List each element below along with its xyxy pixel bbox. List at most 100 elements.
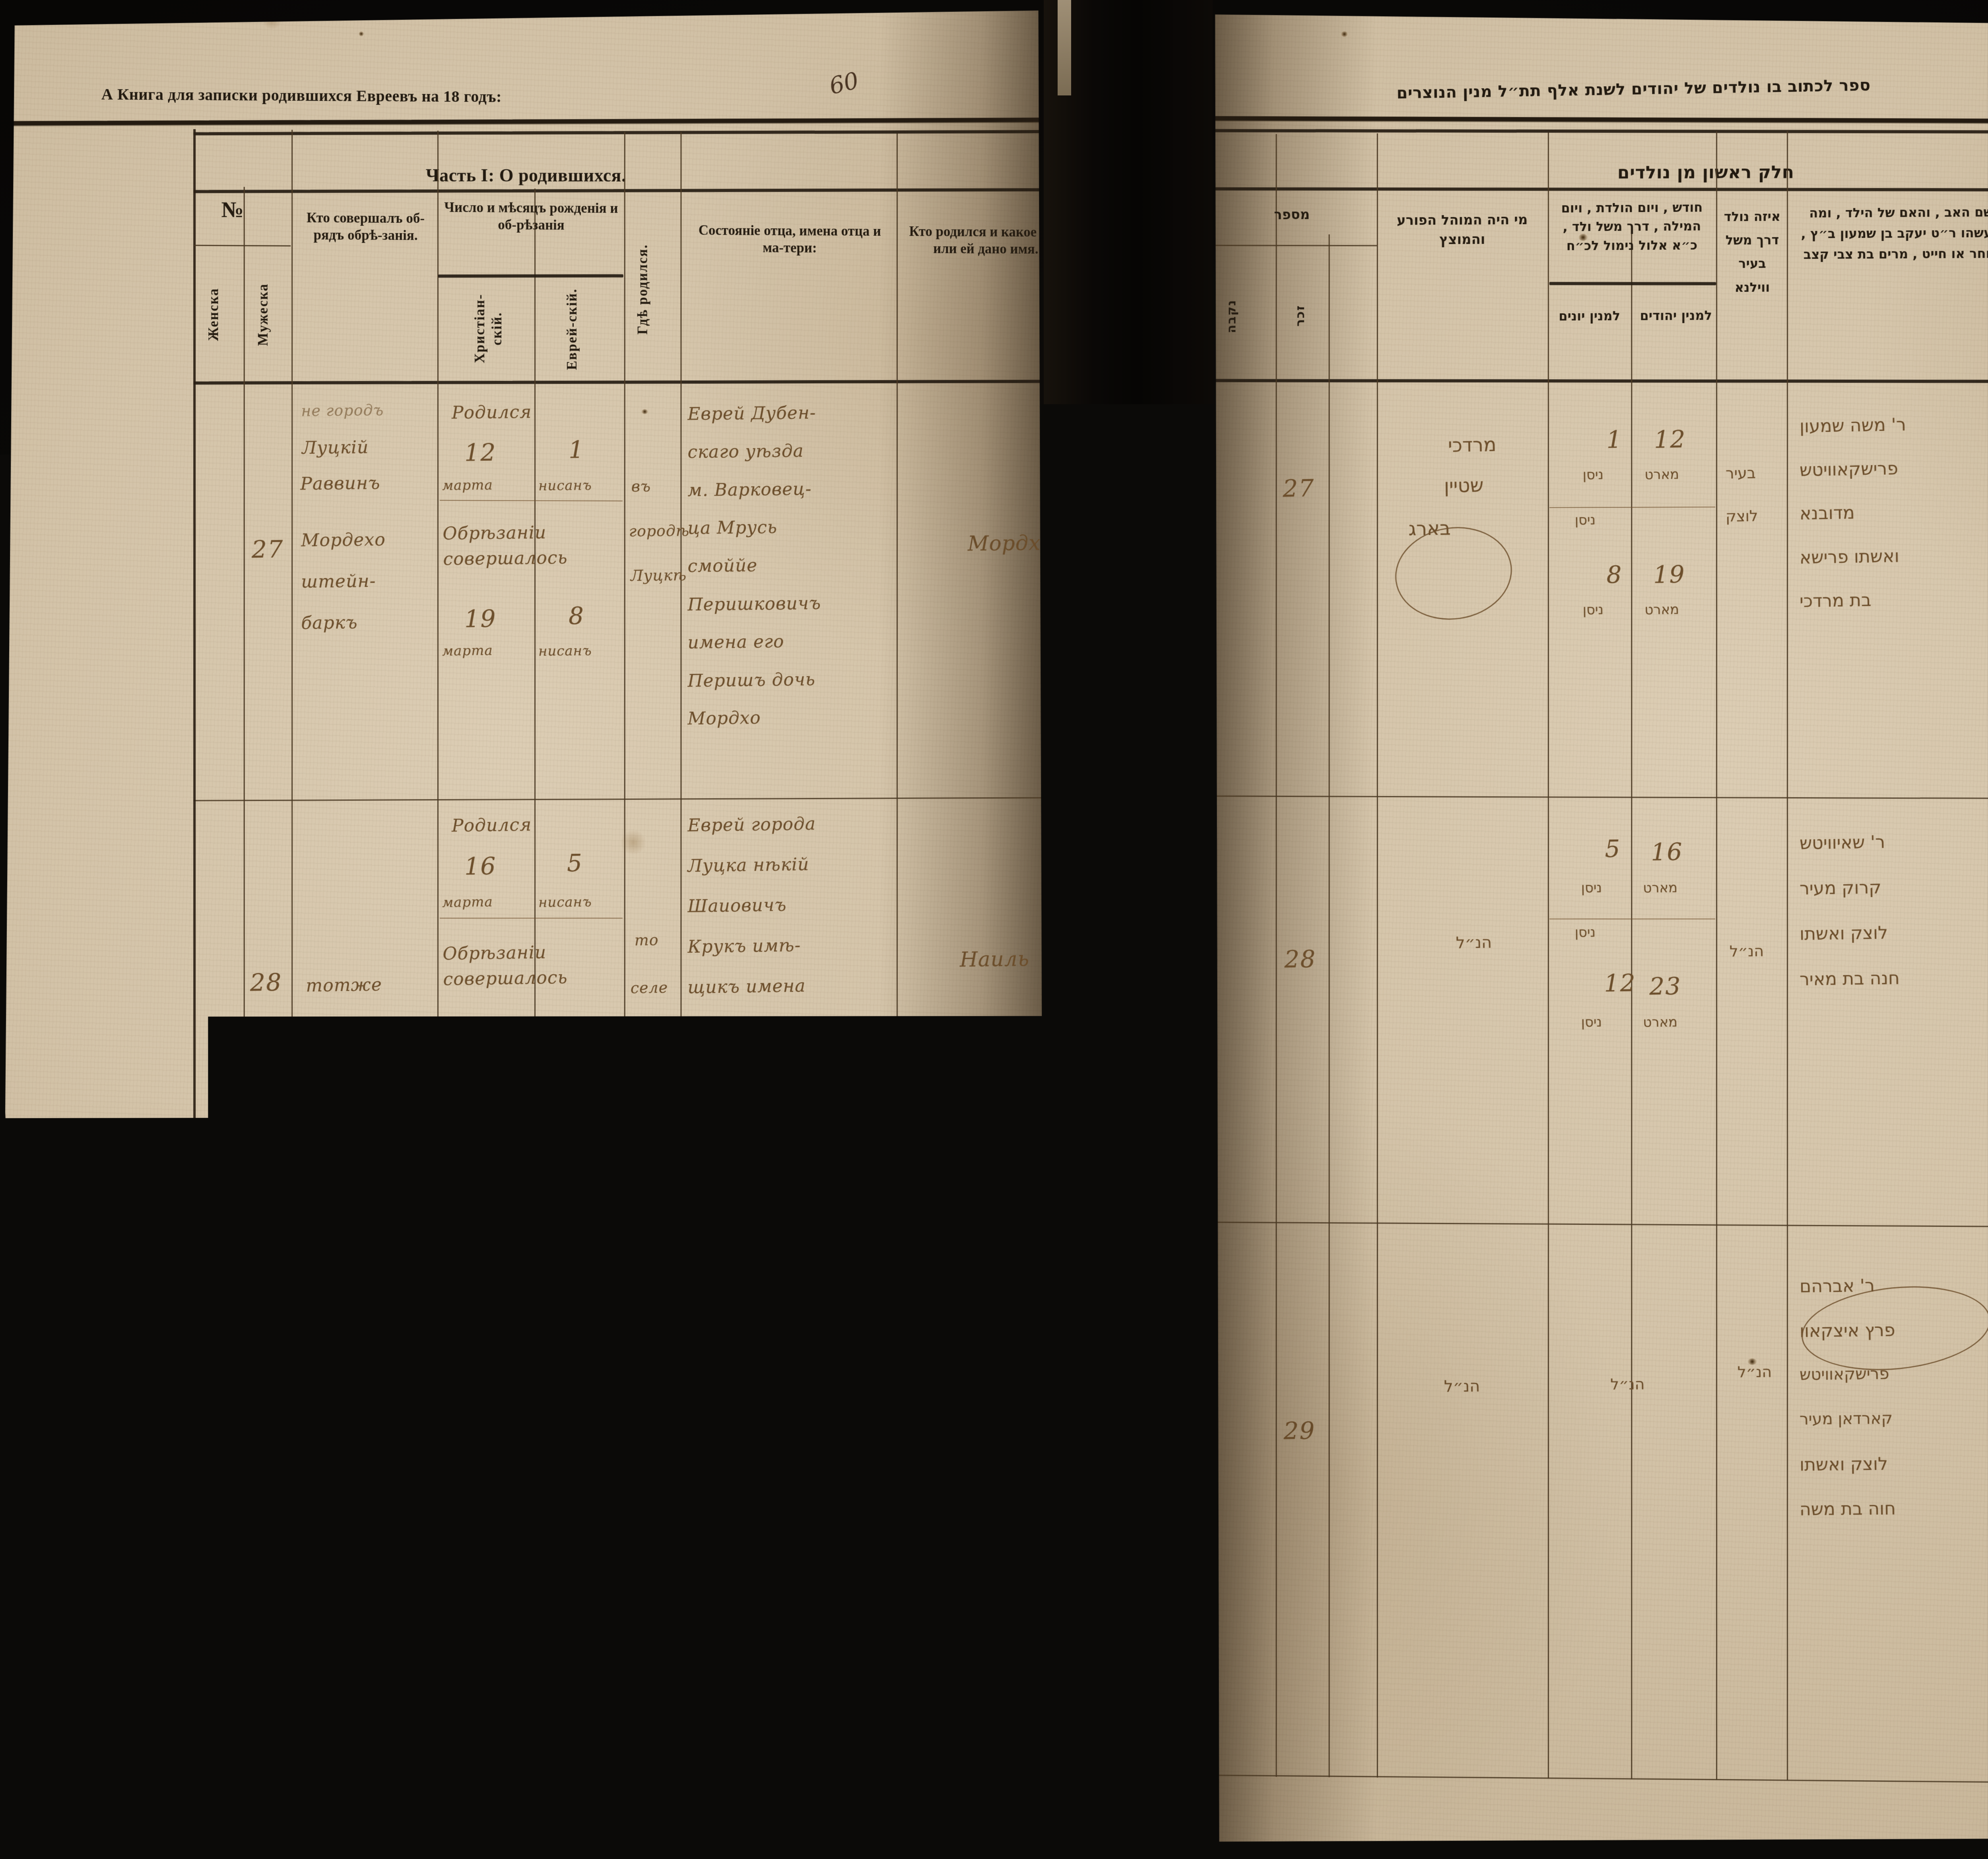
circ-day-jewish: 12 — [1604, 967, 1636, 1000]
father-line: его Яна дочь — [687, 1014, 811, 1040]
circ-day-greek: 19 — [1653, 558, 1685, 592]
father-line: Еврей города — [687, 812, 816, 838]
circ-month-jewish: нисанъ — [538, 1065, 592, 1085]
header-officiant: Кто совершалъ об-рядъ обрѣ-занія. — [302, 210, 429, 244]
scanned-ledger-spread: А Книга для записки родившихся Евреевъ н… — [0, 0, 1988, 1859]
birth-month-jewish: нисанъ — [538, 893, 592, 912]
parents-line: קארדאן מעיר — [1800, 1408, 1893, 1431]
circ-day-christian: 23 — [462, 1025, 495, 1059]
parents-line: פרישקאוויטש — [1800, 457, 1899, 483]
circ-month-christian: марта — [442, 1065, 493, 1085]
circ-month-jewish: нисанъ — [538, 641, 592, 660]
header-female: נקבה — [1223, 262, 1266, 370]
table-row: 27 не городъ Луцкiй Раввинъ Мордехо штей… — [5, 0, 1044, 7]
foxing-stain — [261, 11, 283, 29]
birthplace-line: въ — [631, 476, 651, 497]
header-jewish-count: למנין יהודים — [1639, 306, 1713, 325]
mohel-line: הנ״ל — [1444, 1375, 1480, 1398]
col-rule-officiant-dates — [437, 131, 439, 1782]
circ-month-greek: מארט — [1643, 1013, 1678, 1032]
circ-day-jewish: 12 — [565, 1022, 597, 1055]
father-line: Меера — [687, 1055, 750, 1080]
row-female-number: 29 — [212, 1443, 244, 1477]
father-line: Еврей города — [685, 1253, 813, 1280]
birth-day-jewish: 5 — [1605, 833, 1621, 866]
right-page-leaf: ספר לכתוב בו נולדים של יהודים לשנת אלף ת… — [1211, 0, 1988, 1856]
father-line: Еврей Дубен- — [687, 401, 816, 427]
header-mohel: מי היה המוהל הפורע והמוצץ — [1383, 210, 1541, 251]
father-line: Пейрельсновъ — [685, 1590, 810, 1614]
birth-day-greek: 16 — [1651, 836, 1683, 869]
circ-day-jewish: 8 — [1606, 558, 1623, 591]
father-line: Перишковичъ — [685, 1379, 819, 1406]
circ-month-jewish: ניסן — [1581, 1013, 1602, 1032]
table-row: 29 тотже Еврей города Луцка Абрамъ Пейре… — [5, 0, 1044, 7]
header-number: מספר — [1207, 205, 1377, 225]
ink-speck — [1579, 234, 1588, 241]
row-divider-1 — [1203, 796, 1988, 800]
parents-line: קרוק מעיר — [1800, 876, 1881, 901]
col-rule-mohel-dates — [1548, 132, 1549, 1779]
officiant-line: баркъ — [301, 611, 358, 635]
birthplace-line: то — [634, 930, 659, 951]
birth-day-christian: 12 — [464, 436, 497, 470]
spine-strip — [1058, 0, 1071, 95]
child-name-value: Наиль — [959, 945, 1029, 975]
ink-speck — [1011, 1164, 1019, 1169]
col-rule-birthplace-father — [680, 132, 681, 1780]
row-male-number: 28 — [250, 966, 282, 1000]
col-rule-no-officiant — [291, 130, 293, 1783]
circumcision-label: Обрѣзаніи совершалось — [443, 939, 622, 992]
col-rule-female-male — [244, 187, 245, 1783]
mohel-line: הנ״ל — [1456, 932, 1492, 954]
birth-month-christian: марта — [442, 476, 493, 495]
foxing-stain — [619, 830, 647, 854]
father-line: швиникетъ — [685, 1506, 798, 1532]
officiant-strike-note: не городъ — [301, 400, 384, 422]
parents-line: לוצק ואשתו — [1800, 1452, 1888, 1477]
left-page-leaf: А Книга для записки родившихся Евреевъ н… — [5, 0, 1044, 1854]
birth-month-greek: מארט — [1644, 465, 1679, 484]
father-line: ца Мрусь — [687, 515, 777, 540]
father-line: Луцка нѣкiй — [687, 853, 810, 878]
officiant-line-struck: тотже — [309, 1431, 405, 1458]
header-female: Женска — [205, 255, 241, 373]
ink-speck — [1748, 1358, 1757, 1365]
date-group-underline — [1549, 507, 1715, 508]
header-birthplace: איזה נולד דרך משל בעיר ווילנא — [1720, 205, 1784, 299]
birthplace-line: городѣ — [629, 520, 689, 542]
header-birthplace: Гдѣ родился. — [635, 206, 678, 373]
birth-day-jewish: 5 — [567, 847, 583, 880]
number-subhead-rule — [194, 245, 291, 247]
birth-month-christian: марта — [442, 893, 493, 912]
father-line: имена его — [685, 1464, 782, 1490]
header-christian-date: Христіан-скій. — [472, 281, 515, 376]
right-page-body: ספר לכתוב בו נולדים של יהודים לשנת אלף ת… — [1211, 0, 1988, 1856]
birth-day-greek: 12 — [1654, 423, 1686, 456]
father-line: щикъ имена — [687, 974, 806, 1000]
parents-line: ר' משה שמעון — [1800, 413, 1906, 439]
parents-line: ר' שאיוויטש — [1800, 830, 1885, 856]
father-line: смоййе — [687, 554, 758, 579]
birth-day-christian: 16 — [464, 850, 497, 883]
row-number: 27 — [1283, 472, 1315, 505]
birth-month-greek: מארט — [1643, 878, 1678, 897]
dates-subhead-rule — [1549, 282, 1716, 285]
father-line: Луцка Абрамъ — [685, 1295, 825, 1322]
col-rule-birthplace-parents — [1787, 131, 1788, 1780]
table-head-bottom-border — [1203, 379, 1988, 383]
birth-month-jewish: ניסן — [1581, 879, 1602, 898]
circ-label-jewish: ניסן — [1574, 923, 1596, 942]
circ-day-greek: 23 — [1649, 970, 1681, 1003]
parents-line: חוה בת משה — [1800, 1497, 1896, 1522]
officiant-line: штейн- — [301, 569, 376, 594]
header-greek-count: למנין יונים — [1552, 307, 1627, 325]
father-line: Шаиовичъ — [687, 893, 787, 919]
table-head-top-border — [1203, 187, 1988, 192]
header-dates-group: חודש , ויום הולדת , ויום המילה , דרך משל… — [1552, 198, 1712, 255]
row-number: 28 — [1284, 943, 1316, 976]
number-col-symbol: № — [221, 197, 244, 223]
number-subhead-rule — [1206, 245, 1377, 247]
book-spine — [1044, 0, 1213, 1859]
date-group-underline — [440, 500, 623, 501]
